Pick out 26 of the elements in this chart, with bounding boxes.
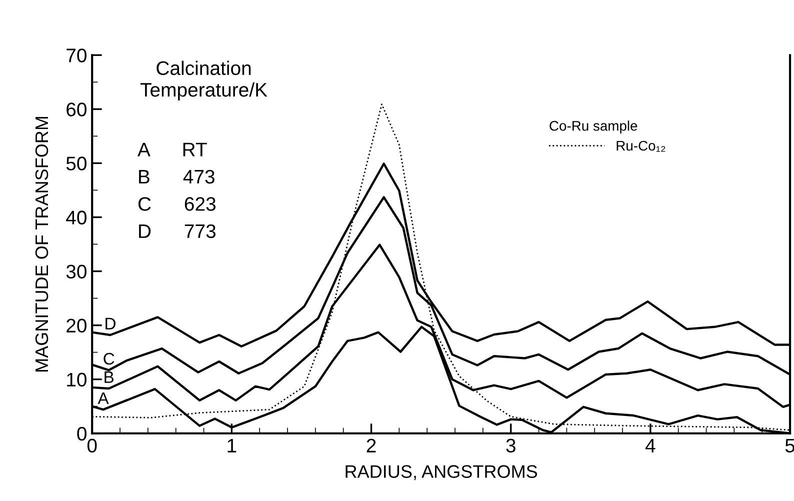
annotation: D 773 [139,224,216,238]
y-tick-label: 50 [66,156,86,170]
series-label: D [106,318,116,330]
y-axis-title: MAGNITUDE OF TRANSFORM [35,116,48,372]
y-tick-label: 70 [66,48,86,62]
y-tick-label: 40 [66,210,86,224]
annotation: B 473 [139,170,214,184]
y-tick-label: 0 [77,426,86,441]
y-tick-label: 60 [66,102,86,116]
annotation: Calcination Temperature/K [140,60,268,101]
annotation: C 623 [138,197,216,211]
x-tick-label: 1 [228,438,236,452]
legend-title: Co-Ru sample [550,120,638,134]
y-tick-label: 10 [67,372,86,387]
y-tick-label: 20 [66,318,86,333]
x-tick-label: 4 [645,438,656,452]
series-label: C [104,352,114,365]
legend-label: Ru-Co₁₂ [616,140,666,152]
x-tick-label: 3 [506,438,516,453]
series-label: A [98,392,109,404]
x-axis-title: RADIUS, ANGSTROMS [346,465,538,480]
x-tick-label: 0 [87,438,97,453]
series-label: B [104,371,114,383]
x-tick-label: 2 [366,438,376,452]
annotation: A RT [138,142,207,156]
y-tick-label: 30 [66,264,86,278]
